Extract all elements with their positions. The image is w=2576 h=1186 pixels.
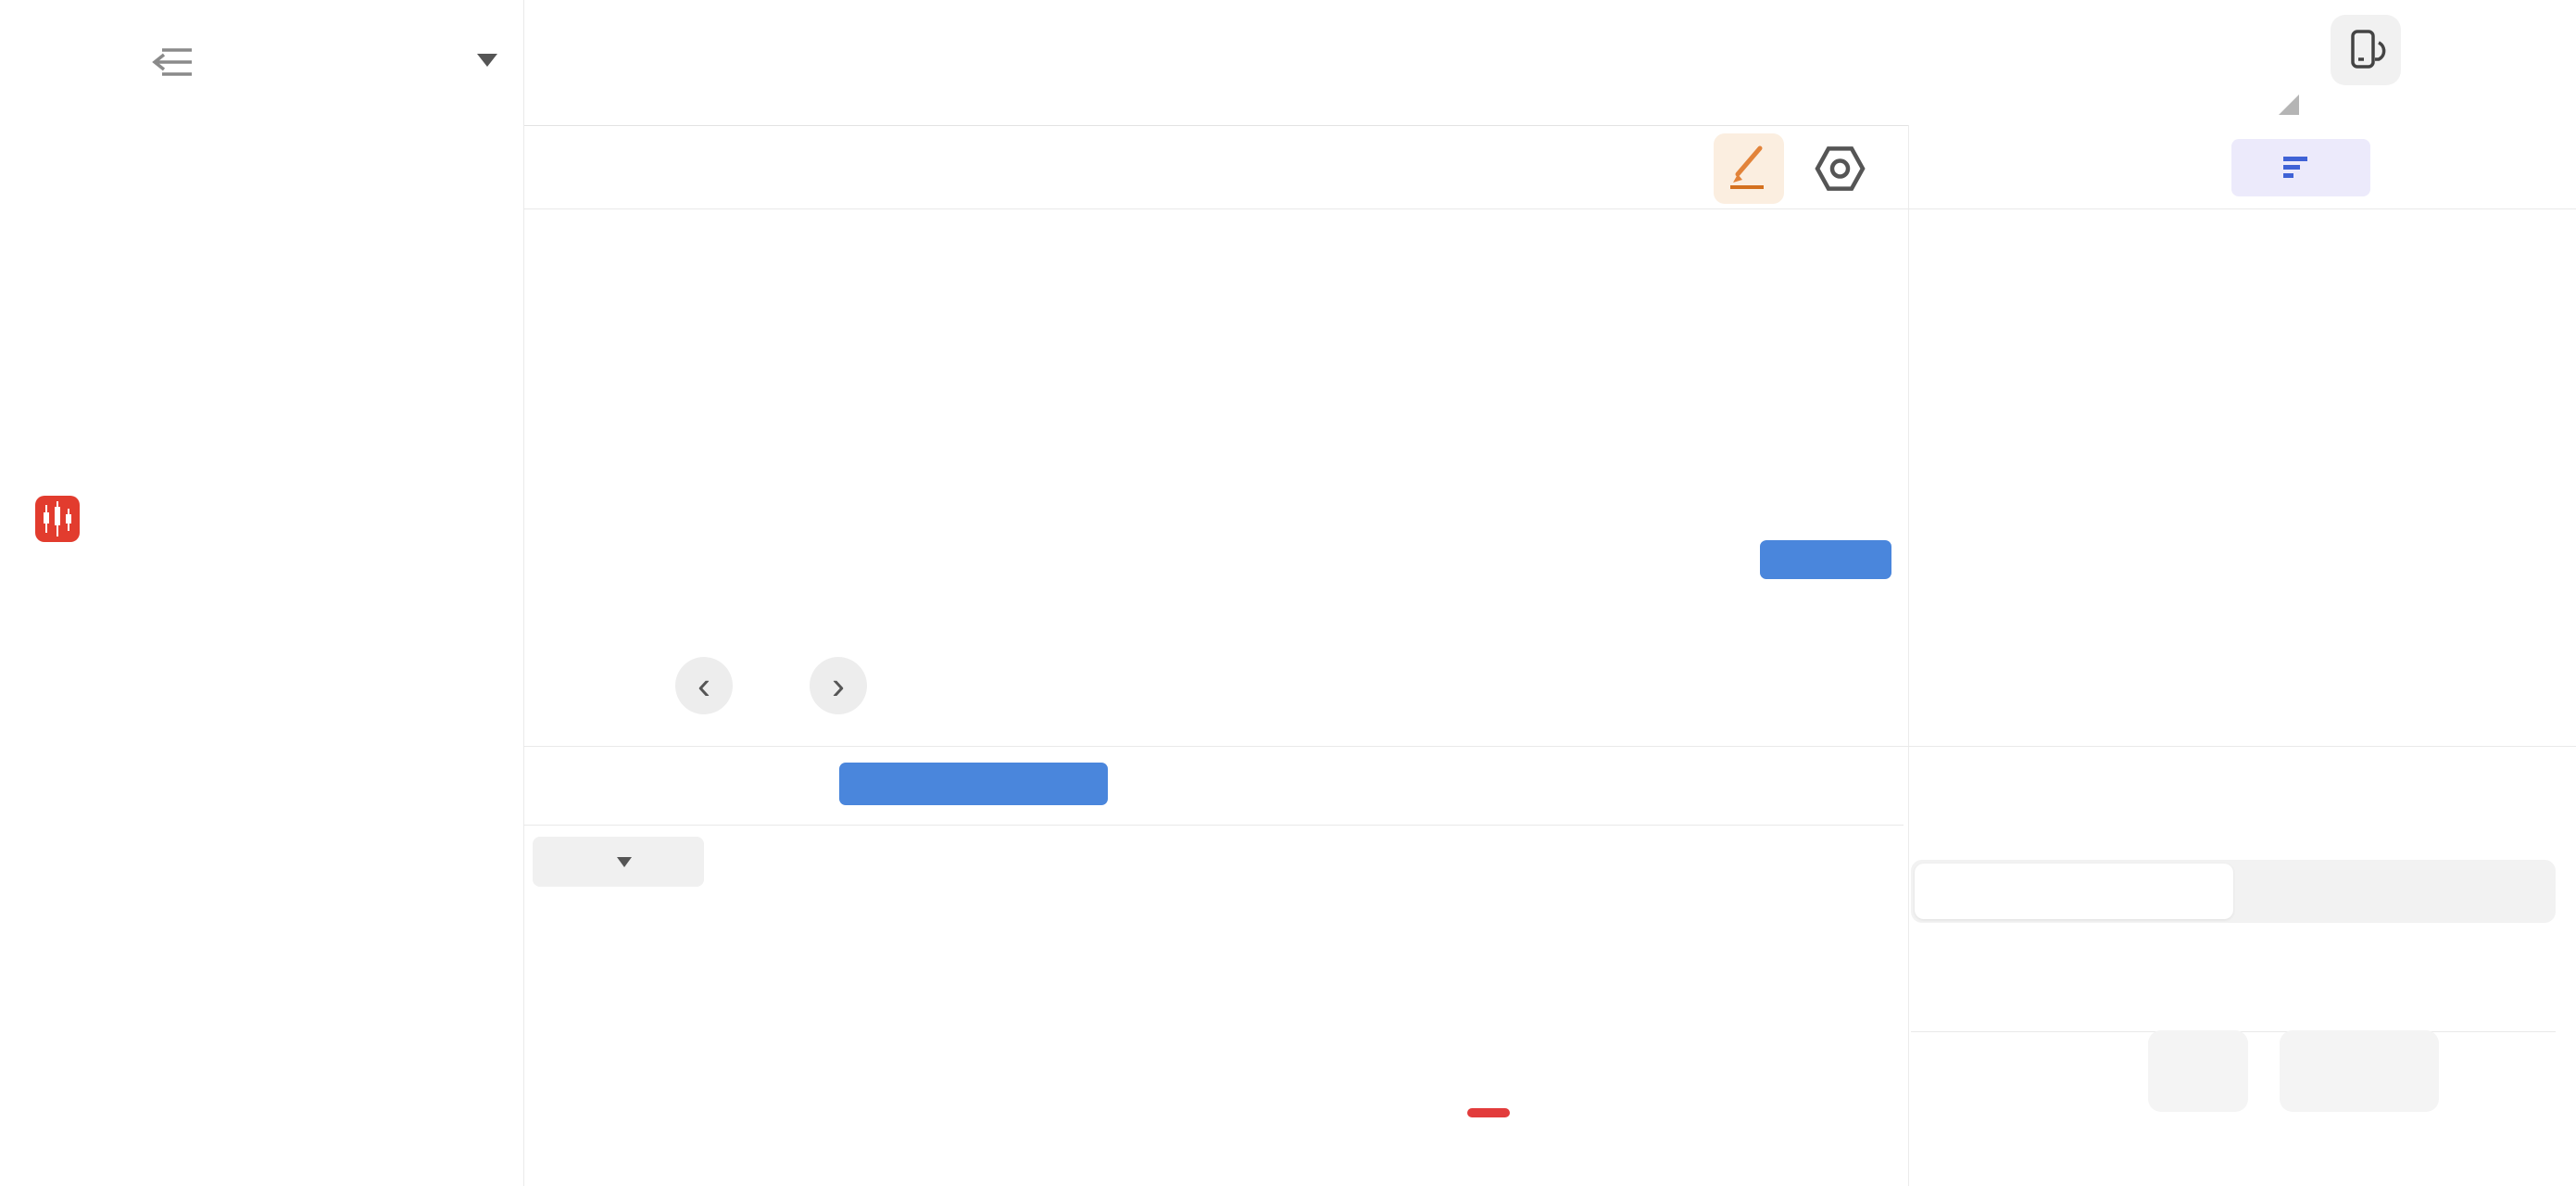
- toggle-70-chips[interactable]: [2237, 860, 2556, 923]
- volume-top-border: [523, 825, 1904, 826]
- price-change: [861, 67, 1176, 106]
- chart-settings-gear-icon[interactable]: [1810, 139, 1869, 198]
- chips-button[interactable]: [2148, 1030, 2248, 1112]
- active-tab-underline: [1467, 1108, 1510, 1117]
- chip-range-toggle: [1911, 860, 2556, 923]
- chevron-down-icon: [477, 54, 497, 67]
- scroll-left-button[interactable]: ‹: [675, 657, 733, 714]
- phone-rotate-icon: [2351, 30, 2386, 69]
- crosshair-price-pill: [1760, 540, 1891, 579]
- header-bar: [0, 0, 2576, 126]
- resize-corner-icon: [2279, 95, 2299, 115]
- crosshair-date-pill: [839, 763, 1108, 805]
- draw-tool-button[interactable]: [1714, 133, 1784, 204]
- volume-indicator-dropdown[interactable]: [533, 837, 704, 887]
- chip-distribution-panel: [1908, 125, 2576, 1186]
- back-to-list-icon[interactable]: [151, 43, 195, 83]
- chart-top-border: [523, 208, 2576, 209]
- stock-filter-button[interactable]: [2231, 139, 2370, 196]
- chart-bottom-border: [523, 746, 2576, 747]
- pencil-icon: [1730, 145, 1764, 189]
- header-divider: [523, 0, 524, 125]
- scroll-right-button[interactable]: ›: [810, 657, 867, 714]
- chevron-down-icon: [616, 856, 632, 867]
- filter-bars-icon: [2283, 157, 2307, 178]
- chip-distribution-chart[interactable]: [1909, 208, 2576, 746]
- remove-watchlist-button[interactable]: [2280, 1030, 2439, 1112]
- candlestick-chart[interactable]: [523, 125, 1908, 1186]
- ths-app-icon: [35, 496, 80, 542]
- watchlist-sidebar: [0, 125, 524, 1186]
- toggle-90-chips[interactable]: [1915, 864, 2233, 919]
- rotate-screen-button[interactable]: [2331, 15, 2401, 85]
